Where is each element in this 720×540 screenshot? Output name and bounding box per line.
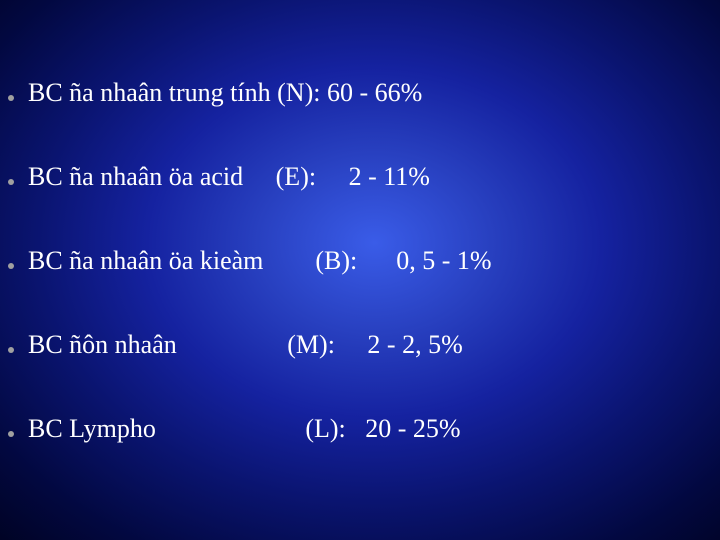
list-item: BC ña nhaân öa acid (E): 2 - 11% (8, 162, 708, 192)
slide-content: BC ña nhaân trung tính (N): 60 - 66% BC … (8, 78, 708, 498)
item-text: BC ñôn nhaân (M): 2 - 2, 5% (28, 330, 463, 360)
list-item: BC ñôn nhaân (M): 2 - 2, 5% (8, 330, 708, 360)
bullet-icon (8, 347, 14, 353)
list-item: BC ña nhaân trung tính (N): 60 - 66% (8, 78, 708, 108)
item-text: BC Lympho (L): 20 - 25% (28, 414, 461, 444)
bullet-icon (8, 179, 14, 185)
bullet-icon (8, 95, 14, 101)
item-text: BC ña nhaân öa acid (E): 2 - 11% (28, 162, 430, 192)
item-text: BC ña nhaân trung tính (N): 60 - 66% (28, 78, 422, 108)
list-item: BC ña nhaân öa kieàm (B): 0, 5 - 1% (8, 246, 708, 276)
item-text: BC ña nhaân öa kieàm (B): 0, 5 - 1% (28, 246, 492, 276)
bullet-icon (8, 431, 14, 437)
list-item: BC Lympho (L): 20 - 25% (8, 414, 708, 444)
bullet-icon (8, 263, 14, 269)
